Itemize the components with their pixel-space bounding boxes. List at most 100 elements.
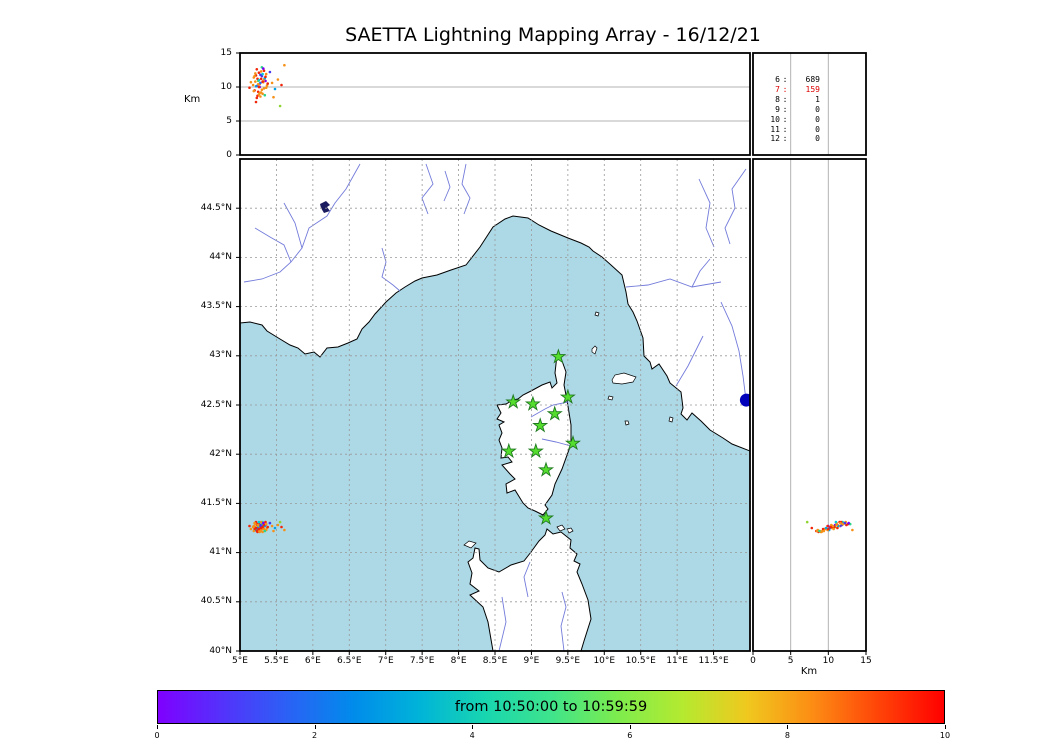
right-panel-tick-label: 10 (822, 656, 835, 666)
lightning-source (821, 527, 825, 531)
station-id: 6 (775, 75, 780, 84)
longitude-tick-label: 9°E (523, 656, 540, 666)
lightning-source (836, 526, 839, 530)
latitude-tick-label: 43.5°N (200, 301, 232, 312)
lightning-source (268, 521, 272, 525)
lightning-source (273, 526, 277, 530)
longitude-tick-label: 7°E (377, 656, 394, 666)
lightning-source (259, 70, 263, 73)
lightning-source (262, 87, 266, 90)
station-count-row: 7: 159 (768, 85, 840, 95)
lightning-source (261, 530, 264, 534)
top-panel-km-label: Km (184, 94, 201, 105)
lightning-source (283, 528, 286, 532)
lightning-source (278, 104, 282, 108)
island-giglio (668, 416, 674, 423)
station-counts-list: 6: 689 7: 159 8: 1 9: 0 10: 0 11: 0 12: 0 (768, 75, 840, 144)
latitude-tick-label: 43°N (209, 350, 232, 361)
lightning-source (845, 523, 848, 527)
panel-background (753, 159, 866, 651)
lightning-source (255, 529, 259, 533)
lma-station-markers (500, 348, 581, 525)
lightning-source (851, 528, 854, 532)
alpine-lake (320, 201, 330, 213)
colorbar-tick-label: 2 (312, 731, 318, 740)
station-count-row: 12: 0 (768, 134, 840, 144)
lightning-source (257, 71, 261, 74)
top-panel-frame (239, 52, 751, 156)
river (254, 227, 292, 263)
river (698, 178, 715, 248)
lightning-source (280, 525, 283, 529)
lightning-sources-altitude-longitude (248, 63, 286, 108)
source-count: 689 (805, 75, 820, 84)
station-id: 12 (770, 134, 780, 144)
river (243, 163, 361, 283)
lightning-source (826, 524, 829, 528)
lightning-source (256, 523, 260, 527)
blue-dot-marker (739, 393, 750, 407)
lightning-source (259, 520, 263, 524)
station-star (500, 442, 517, 459)
lightning-source (832, 527, 835, 531)
longitude-tick-label: 5°E (232, 656, 248, 666)
lightning-source (259, 73, 262, 77)
river (530, 401, 569, 418)
lightning-source (252, 89, 256, 93)
lightning-source (843, 521, 847, 525)
lightning-source (815, 529, 819, 533)
map-panel (236, 158, 751, 655)
lightning-source (273, 87, 277, 91)
separator: : (782, 134, 788, 144)
source-count: 0 (815, 134, 820, 144)
lightning-source (264, 520, 267, 524)
lightning-source (818, 529, 821, 533)
colorbar-tick-label: 10 (939, 731, 951, 740)
coastline-corsica (496, 354, 572, 516)
island-caprera (566, 527, 574, 534)
island-capraia (591, 345, 598, 355)
lightning-source (820, 530, 823, 534)
lightning-source (280, 83, 283, 87)
lightning-source (276, 523, 280, 527)
lightning-source (270, 524, 274, 528)
island-montecristo (624, 420, 630, 426)
lightning-source (261, 72, 264, 76)
source-count: 0 (815, 114, 820, 124)
river (461, 163, 471, 215)
longitude-tick-label: 5.5°E (264, 656, 289, 666)
separator: : (782, 84, 788, 94)
counts-panel-frame (752, 52, 867, 156)
longitude-tick-label: 8.5°E (482, 656, 508, 666)
map-gridlines (240, 159, 750, 651)
lightning-source (254, 100, 258, 104)
station-star (524, 395, 541, 411)
river (421, 163, 434, 215)
river (541, 438, 572, 447)
lightning-source (248, 86, 251, 89)
lightning-source (257, 527, 261, 531)
lightning-source (263, 529, 267, 533)
lightning-source (264, 86, 268, 89)
longitude-tick-label: 10.5°E (625, 656, 656, 666)
map-frame (239, 158, 751, 652)
colorbar-tick-label: 0 (154, 731, 160, 740)
station-count-row: 8: 1 (768, 95, 840, 105)
latitude-tick-label: 40.5°N (200, 596, 232, 607)
island-gorgona (594, 311, 600, 317)
station-count-row: 6: 689 (768, 75, 840, 85)
lightning-source (260, 88, 264, 91)
right-panel-frame (752, 158, 867, 652)
lightning-source (261, 80, 264, 83)
lightning-source (272, 529, 275, 533)
island-maddalena (556, 524, 566, 532)
station-star (559, 388, 576, 404)
latitude-tick-label: 44.5°N (200, 202, 232, 213)
island-elba (611, 372, 637, 385)
altitude-latitude-panel (752, 158, 867, 655)
station-id: 10 (770, 114, 780, 124)
coastline-mainland-france-italy (240, 159, 750, 452)
lightning-source (252, 529, 256, 533)
river (443, 170, 451, 202)
island-asinara (463, 540, 477, 549)
